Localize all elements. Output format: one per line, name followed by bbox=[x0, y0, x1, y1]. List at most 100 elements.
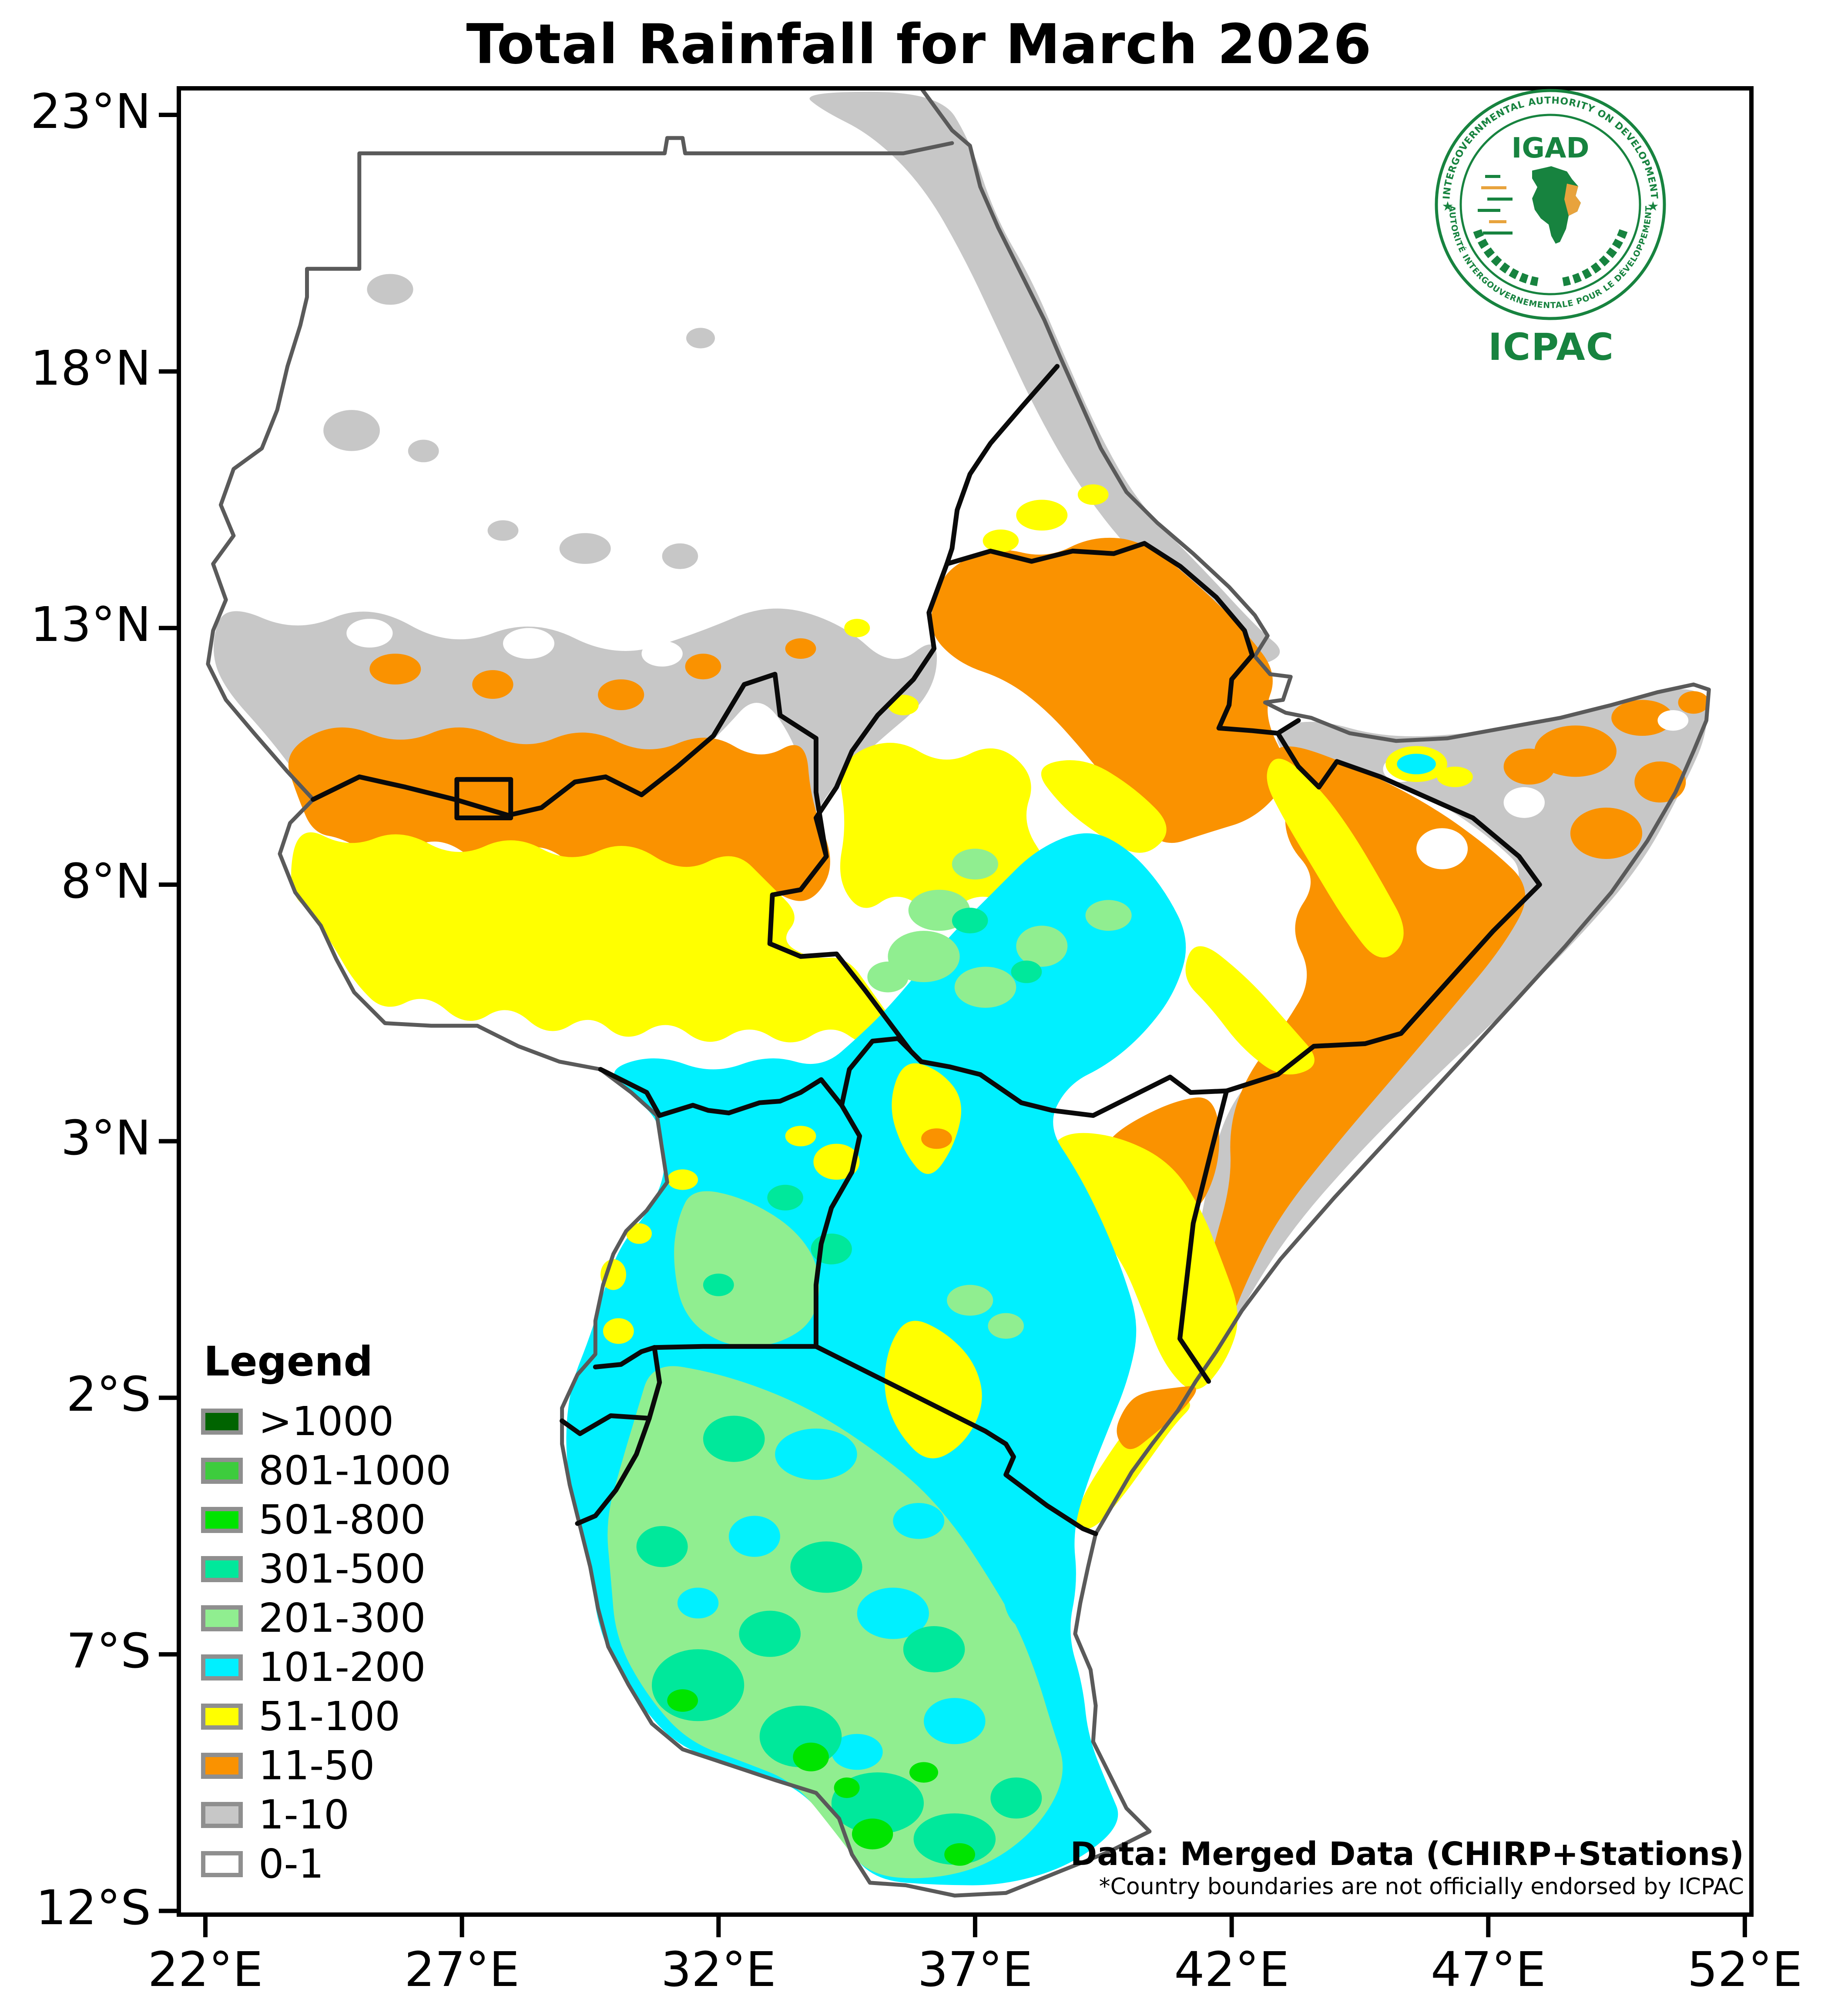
logo-speed-line bbox=[1478, 209, 1500, 212]
lat-tick-label: 3°N bbox=[60, 1110, 151, 1166]
legend-label: 0-1 bbox=[258, 1841, 324, 1887]
legend-row: 51-100 bbox=[201, 1692, 451, 1741]
border-sudan-eritrea bbox=[944, 364, 1060, 567]
border-rwanda-burundi bbox=[560, 1413, 652, 1436]
orange-puntland-spots bbox=[1503, 691, 1709, 859]
border-eritrea-ethiopia bbox=[944, 541, 1255, 658]
legend-swatch bbox=[201, 1556, 243, 1582]
orange-turkana-dot bbox=[921, 1128, 952, 1149]
yellow-uganda-spots bbox=[600, 1126, 860, 1344]
legend-swatch bbox=[201, 1703, 243, 1730]
lat-tick-label: 12°S bbox=[36, 1879, 151, 1935]
border-ethiopia-somaliland bbox=[1275, 731, 1542, 887]
border-uganda-kenya bbox=[813, 1103, 862, 1349]
orange-eritrea-afar bbox=[931, 537, 1285, 843]
legend: Legend >1000 801-1000 501-800 301-500 201-30… bbox=[201, 1338, 451, 1889]
legend-row: >1000 bbox=[201, 1397, 451, 1446]
lon-tick-label: 52°E bbox=[1687, 1942, 1803, 1997]
data-source-note: Data: Merged Data (CHIRP+Stations) bbox=[1070, 1835, 1744, 1873]
border-ssudan-uganda bbox=[598, 1067, 844, 1118]
legend-swatch bbox=[201, 1654, 243, 1681]
orange-sahel-band bbox=[288, 727, 830, 901]
logo-speed-line bbox=[1481, 186, 1506, 189]
lon-tick-label: 27°E bbox=[404, 1942, 520, 1997]
logo-speed-line bbox=[1489, 220, 1506, 223]
border-ethiopia-somalia bbox=[1224, 882, 1542, 1094]
border-kenya-ssudan bbox=[839, 1036, 924, 1108]
lon-tick-label: 37°E bbox=[917, 1942, 1033, 1997]
legend-row: 801-1000 bbox=[201, 1446, 451, 1495]
white-spots-gray-band bbox=[346, 610, 683, 667]
lat-tick-label: 23°N bbox=[30, 84, 151, 139]
boundaries-disclaimer: *Country boundaries are not officially e… bbox=[1099, 1874, 1744, 1900]
legend-swatch bbox=[201, 1605, 243, 1631]
green201-tanzania bbox=[607, 1366, 1063, 1878]
border-sudan-ssudan bbox=[311, 671, 829, 859]
legend-swatch bbox=[201, 1408, 243, 1435]
lat-tick-label: 8°N bbox=[60, 853, 151, 909]
lat-tick-label: 13°N bbox=[30, 597, 151, 653]
legend-swatch bbox=[201, 1457, 243, 1484]
legend-label: 101-200 bbox=[258, 1644, 426, 1691]
gray-nsudan-patches bbox=[323, 274, 715, 569]
logo-speed-line bbox=[1483, 231, 1513, 235]
orange-ne-kenya bbox=[1109, 1097, 1220, 1211]
logo-speed-line bbox=[1485, 175, 1500, 178]
border-burundi-tanzania bbox=[575, 1416, 652, 1526]
yellow-band-ssudan bbox=[291, 832, 892, 1043]
green301-ethiopia-spots bbox=[952, 908, 1042, 983]
map-title: Total Rainfall for March 2026 bbox=[466, 12, 1372, 76]
icpac-logo-label: ICPAC bbox=[1488, 325, 1614, 369]
green201-kenya-spots bbox=[947, 1285, 1024, 1339]
yellow-ethiopia-ne bbox=[1041, 760, 1167, 853]
legend-row: 201-300 bbox=[201, 1593, 451, 1643]
legend-label: 501-800 bbox=[258, 1496, 426, 1543]
igad-logo: INTERGOVERNMENTAL AUTHORITY ON DEVELOPME… bbox=[1435, 89, 1666, 320]
border-ssudan-ethiopia bbox=[767, 854, 924, 1064]
legend-row: 1-10 bbox=[201, 1790, 451, 1839]
border-sudan-ethiopia bbox=[813, 561, 949, 859]
legend-swatch bbox=[201, 1851, 243, 1877]
legend-label: 201-300 bbox=[258, 1595, 426, 1641]
legend-swatch bbox=[201, 1801, 243, 1828]
legend-swatch bbox=[201, 1506, 243, 1533]
lat-tick-label: 18°N bbox=[30, 340, 151, 396]
legend-label: 301-500 bbox=[258, 1546, 426, 1592]
cyan-nsomalia-spot bbox=[1397, 754, 1436, 775]
orange-sudan-spots bbox=[369, 638, 816, 710]
legend-label: 801-1000 bbox=[258, 1447, 451, 1494]
lon-tick-label: 47°E bbox=[1431, 1942, 1546, 1997]
yellow-kenya-south bbox=[885, 1321, 982, 1459]
legend-label: >1000 bbox=[258, 1398, 394, 1445]
lon-tick-label: 22°E bbox=[148, 1942, 263, 1997]
legend-row: 301-500 bbox=[201, 1544, 451, 1593]
legend-row: 11-50 bbox=[201, 1741, 451, 1790]
border-rwanda-tanzania bbox=[647, 1345, 662, 1421]
green201-ethiopia-spots bbox=[867, 849, 1132, 1008]
gray-somalia-base bbox=[1185, 689, 1707, 1369]
logo-africa-horn bbox=[1564, 184, 1581, 216]
legend-label: 1-10 bbox=[258, 1791, 349, 1838]
border-uganda-tanzania bbox=[652, 1344, 818, 1350]
yellow-kenya-east-band bbox=[1050, 1133, 1238, 1390]
legend-label: 11-50 bbox=[258, 1742, 375, 1789]
yellow-ethiopia-se bbox=[1185, 946, 1315, 1075]
yellow-somaliland-strip bbox=[1267, 758, 1404, 958]
legend-label: 51-100 bbox=[258, 1693, 400, 1740]
green201-uganda bbox=[674, 1191, 819, 1347]
border-kenya-tanzania bbox=[813, 1344, 1098, 1536]
cyan-patches-tanzania bbox=[677, 1429, 1050, 1770]
logo-star-icon: ★ bbox=[1647, 199, 1659, 214]
legend-row: 101-200 bbox=[201, 1643, 451, 1692]
legend-title: Legend bbox=[204, 1338, 373, 1385]
border-abyei-box bbox=[454, 777, 513, 821]
green501-tanzania-dots bbox=[667, 1689, 976, 1866]
lon-tick-label: 32°E bbox=[661, 1942, 776, 1997]
map-raster bbox=[206, 88, 1711, 1898]
logo-star-icon: ★ bbox=[1442, 199, 1454, 214]
border-ethiopia-kenya bbox=[919, 1059, 1229, 1118]
outer-coastline bbox=[206, 88, 1711, 1898]
lat-tick-label: 7°S bbox=[66, 1623, 151, 1679]
border-kenya-somalia bbox=[1177, 1088, 1229, 1384]
